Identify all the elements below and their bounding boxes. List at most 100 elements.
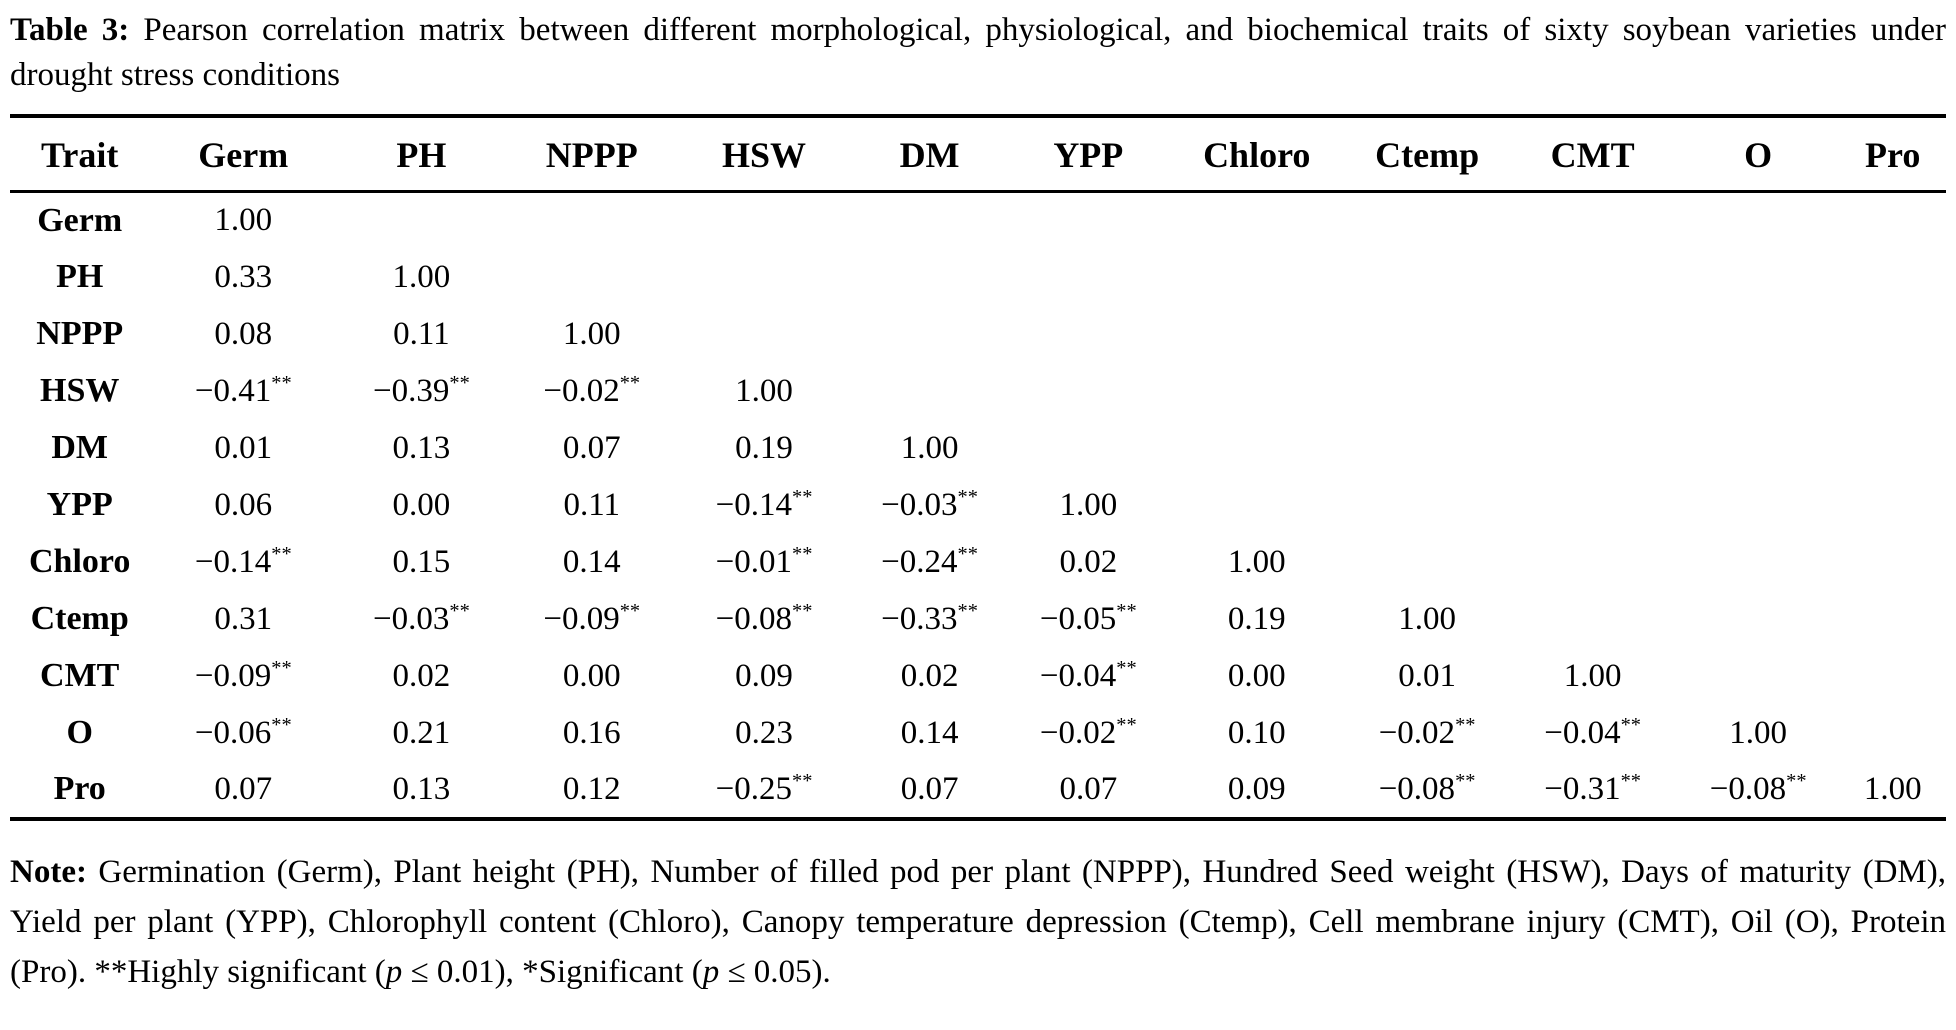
correlation-cell — [1508, 249, 1676, 306]
correlation-cell — [1839, 705, 1946, 762]
correlation-cell: 0.07 — [214, 770, 273, 807]
correlation-cell — [1508, 192, 1676, 249]
correlation-cell — [1839, 648, 1946, 705]
significance-marker: ** — [271, 371, 292, 394]
correlation-cell: 0.09 — [1227, 770, 1286, 807]
row-label: Pro — [53, 770, 106, 807]
correlation-cell — [1346, 534, 1509, 591]
table-row: Germ 1.00 — [10, 192, 1946, 249]
correlation-cell: 1.00 — [1227, 543, 1286, 580]
correlation-cell: −0.04** — [1039, 656, 1137, 694]
correlation-cell: 1.00 — [392, 258, 451, 295]
correlation-cell — [1009, 363, 1168, 420]
correlation-cell: −0.03** — [881, 485, 978, 523]
header-cell: PH — [337, 116, 506, 193]
correlation-cell — [1839, 192, 1946, 249]
significance-marker: ** — [792, 599, 813, 622]
correlation-cell — [506, 192, 678, 249]
correlation-cell: 0.14 — [562, 543, 621, 580]
correlation-cell — [1346, 192, 1509, 249]
correlation-cell — [1677, 477, 1840, 534]
significance-marker: ** — [271, 713, 292, 736]
correlation-cell: 0.11 — [393, 315, 450, 352]
correlation-cell: 0.08 — [214, 315, 273, 352]
correlation-cell — [1009, 192, 1168, 249]
significance-marker: ** — [957, 599, 978, 622]
correlation-cell — [1168, 192, 1346, 249]
correlation-cell — [1508, 420, 1676, 477]
text-segment: ≤ 0.01), *Significant ( — [402, 953, 703, 990]
correlation-cell: 0.09 — [735, 657, 793, 694]
correlation-cell: 0.14 — [900, 714, 959, 751]
correlation-cell — [1009, 249, 1168, 306]
correlation-cell — [850, 363, 1009, 420]
table-row: NPPP 0.08 0.11 1.00 — [10, 306, 1946, 363]
correlation-cell: 0.06 — [214, 486, 273, 523]
correlation-cell — [1168, 363, 1346, 420]
correlation-cell — [1677, 363, 1840, 420]
correlation-cell: 0.01 — [214, 429, 273, 466]
correlation-cell — [1839, 534, 1946, 591]
correlation-cell — [1168, 249, 1346, 306]
correlation-cell: 1.00 — [1729, 714, 1787, 751]
table-row: DM 0.01 0.13 0.07 0.19 1.00 — [10, 420, 1946, 477]
correlation-cell: −0.02** — [543, 371, 641, 409]
significance-marker: ** — [1116, 599, 1137, 622]
correlation-cell: 0.19 — [735, 429, 793, 466]
text-segment-bold: Table 3: — [10, 12, 130, 48]
correlation-cell — [1508, 591, 1676, 648]
significance-marker: ** — [792, 485, 813, 508]
significance-marker: ** — [1620, 769, 1642, 792]
header-cell: NPPP — [505, 116, 678, 193]
header-cell: Pro — [1839, 116, 1946, 193]
correlation-cell — [1168, 477, 1346, 534]
correlation-cell: −0.31** — [1544, 769, 1642, 807]
correlation-cell — [1346, 306, 1509, 363]
table-note: Note: Germination (Germ), Plant height (… — [10, 847, 1946, 997]
correlation-cell — [1346, 420, 1509, 477]
correlation-cell — [1346, 249, 1509, 306]
correlation-cell: −0.08** — [1378, 769, 1476, 807]
correlation-cell — [506, 249, 678, 306]
correlation-cell — [850, 306, 1009, 363]
correlation-cell — [1677, 420, 1840, 477]
header-cell-trait: Trait — [10, 116, 150, 193]
significance-marker: ** — [1455, 769, 1476, 792]
table-row: PH 0.33 1.00 — [10, 249, 1946, 306]
correlation-cell: 0.01 — [1398, 657, 1456, 694]
table-row: O −0.06** 0.21 0.16 0.23 0.14 −0.02** 0.10 −0.02… — [10, 705, 1946, 762]
correlation-cell — [1508, 306, 1676, 363]
correlation-cell — [678, 192, 850, 249]
correlation-cell — [1677, 249, 1840, 306]
correlation-cell: −0.03** — [372, 599, 470, 637]
correlation-cell: 0.00 — [1227, 657, 1286, 694]
significance-marker: ** — [1620, 713, 1642, 736]
correlation-cell: 1.00 — [562, 315, 621, 352]
correlation-cell — [1508, 534, 1676, 591]
correlation-cell — [337, 192, 505, 249]
table-row: CMT −0.09** 0.02 0.00 0.09 0.02 −0.04** 0.00 0.0… — [10, 648, 1946, 705]
correlation-cell: 1.00 — [1563, 657, 1622, 694]
header-cell: Ctemp — [1345, 116, 1509, 193]
correlation-cell: 0.02 — [900, 657, 959, 694]
correlation-cell — [1009, 306, 1168, 363]
significance-marker: ** — [957, 485, 978, 508]
correlation-cell: −0.41** — [194, 371, 292, 409]
correlation-cell: −0.08** — [1709, 769, 1807, 807]
significance-marker: ** — [449, 599, 470, 622]
correlation-cell: 0.02 — [1059, 543, 1118, 580]
table-row: YPP 0.06 0.00 0.11 −0.14** −0.03** 1.00 — [10, 477, 1946, 534]
row-label: YPP — [46, 486, 113, 523]
header-cell: Chloro — [1167, 116, 1346, 193]
correlation-cell: 0.12 — [562, 770, 621, 807]
header-cell: Germ — [149, 116, 338, 193]
correlation-cell — [1508, 477, 1676, 534]
correlation-cell — [1839, 420, 1946, 477]
correlation-cell: −0.39** — [372, 371, 470, 409]
correlation-cell — [1009, 420, 1168, 477]
correlation-cell — [678, 249, 850, 306]
correlation-cell — [1346, 363, 1509, 420]
row-label: CMT — [40, 657, 120, 694]
correlation-cell: 1.00 — [214, 202, 273, 239]
header-cell: CMT — [1508, 116, 1677, 193]
